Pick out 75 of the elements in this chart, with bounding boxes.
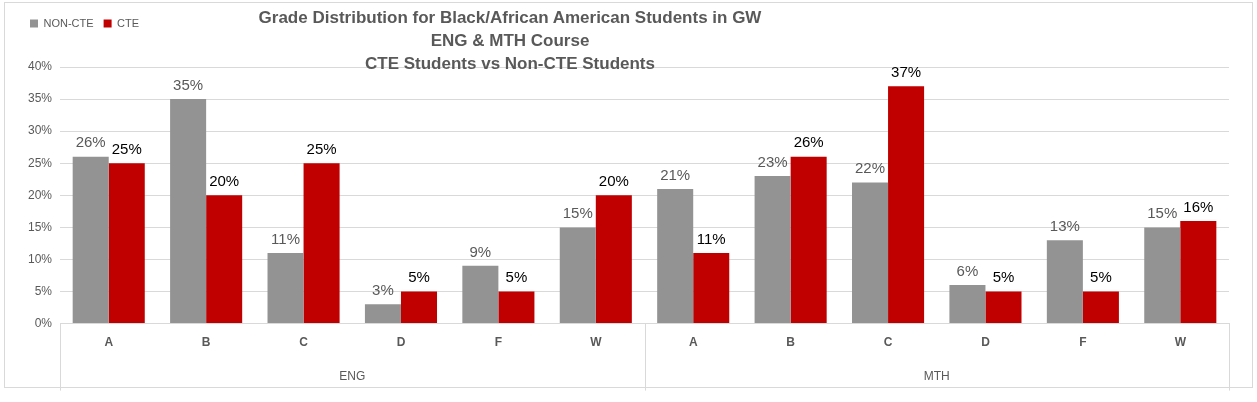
bar <box>790 156 827 324</box>
x-tick-label: D <box>981 335 991 350</box>
chart-subtitle: CTE Students vs Non-CTE Students <box>364 53 656 75</box>
bar <box>1144 227 1181 324</box>
data-label: 26% <box>75 133 106 151</box>
data-label: 37% <box>891 62 922 80</box>
y-tick-label: 0% <box>34 315 53 330</box>
bar <box>657 188 694 324</box>
data-label: 15% <box>1147 204 1178 222</box>
legend-label: CTE <box>117 16 140 29</box>
y-tick-label: 25% <box>27 155 53 170</box>
bar <box>400 291 438 324</box>
bar <box>985 291 1022 324</box>
bar <box>595 195 632 324</box>
x-tick-label: F <box>1079 335 1087 350</box>
x-tick-label: W <box>590 335 603 350</box>
data-label: 5% <box>505 268 528 286</box>
y-tick-label: 20% <box>27 187 53 202</box>
data-label: 25% <box>111 139 142 157</box>
data-label: 20% <box>209 171 240 189</box>
y-tick-label: 35% <box>27 91 53 106</box>
x-tick-label: D <box>396 335 406 350</box>
bar <box>498 291 535 324</box>
bar <box>559 227 596 324</box>
data-label: 5% <box>408 268 430 286</box>
data-label: 3% <box>372 281 394 298</box>
y-tick-label: 10% <box>27 251 53 266</box>
x-tick-label: A <box>104 335 114 350</box>
data-label: 16% <box>1183 197 1214 215</box>
legend-label: NON-CTE <box>43 16 94 29</box>
bar <box>1046 240 1083 324</box>
bar <box>462 265 499 324</box>
bar <box>108 163 145 324</box>
x-tick-label: W <box>1174 335 1187 350</box>
data-label: 22% <box>855 159 886 177</box>
bar <box>364 304 401 324</box>
x-tick-label: B <box>201 335 211 350</box>
x-tick-label: B <box>786 335 796 350</box>
data-label: 6% <box>956 261 979 279</box>
data-label: 20% <box>598 171 629 189</box>
x-tick-label: F <box>494 335 503 350</box>
data-label: 15% <box>562 204 593 222</box>
bar <box>949 285 986 324</box>
x-tick-label: A <box>688 335 698 350</box>
bar <box>72 156 109 324</box>
bar <box>852 182 889 324</box>
x-tick-label: C <box>299 335 309 350</box>
bar <box>206 195 243 324</box>
bar <box>303 163 340 324</box>
text: ENG <box>339 368 366 383</box>
y-tick-label: 5% <box>34 283 53 298</box>
x-tick-label: C <box>883 335 893 350</box>
chart-title: Grade Distribution for Black/African American Students in GW ENG & MTH Course <box>257 7 763 52</box>
data-label: 26% <box>793 133 824 151</box>
data-label: 11% <box>696 229 726 247</box>
text: MTH <box>923 368 950 383</box>
bar <box>1082 291 1119 324</box>
data-label: 11% <box>271 229 300 247</box>
data-label: 13% <box>1049 216 1080 234</box>
bar <box>1180 220 1217 324</box>
y-tick-label: 15% <box>27 219 53 234</box>
bar <box>170 99 207 324</box>
data-label: 21% <box>660 165 691 183</box>
bar <box>888 86 925 324</box>
bar <box>754 176 791 324</box>
y-tick-label: 40% <box>27 59 53 74</box>
data-label: 25% <box>306 139 337 157</box>
data-label: 5% <box>1090 268 1112 286</box>
y-tick-label: 30% <box>27 123 53 138</box>
data-label: 23% <box>757 152 788 170</box>
data-label: 35% <box>173 75 204 93</box>
bar <box>693 253 730 324</box>
data-label: 5% <box>992 268 1015 286</box>
data-label: 9% <box>469 242 492 260</box>
bar <box>267 253 304 324</box>
